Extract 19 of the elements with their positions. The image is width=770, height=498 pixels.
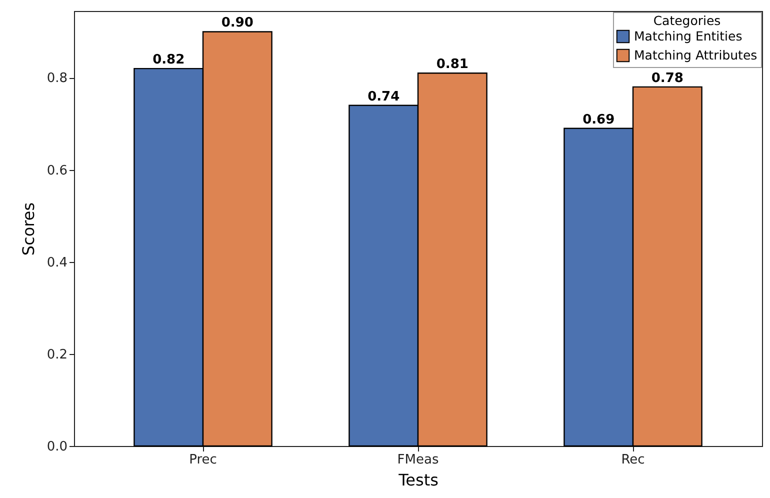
data-label: 0.82 bbox=[152, 52, 185, 68]
data-label: 0.78 bbox=[651, 70, 684, 86]
y-tick-label: 0.2 bbox=[46, 347, 68, 362]
legend-label: Matching Entities bbox=[634, 28, 742, 44]
y-tick-label: 0.4 bbox=[46, 255, 68, 270]
data-label: 0.90 bbox=[221, 16, 254, 31]
x-tick-label: Rec bbox=[621, 452, 645, 468]
y-tick-label: 0.6 bbox=[46, 163, 68, 178]
data-label: 0.69 bbox=[582, 112, 615, 128]
y-axis-title: Scores bbox=[18, 202, 38, 256]
y-tick-label: 0.8 bbox=[46, 71, 68, 86]
x-tick-label: Prec bbox=[189, 452, 217, 468]
data-label: 0.74 bbox=[368, 89, 400, 104]
legend-label: Matching Attributes bbox=[634, 48, 758, 62]
y-tick-label: 0.0 bbox=[46, 440, 68, 454]
x-tick-label: FMeas bbox=[397, 452, 439, 468]
legend-title: Categories bbox=[653, 13, 721, 28]
data-label: 0.81 bbox=[436, 57, 468, 72]
x-axis-title: Tests bbox=[398, 470, 438, 490]
